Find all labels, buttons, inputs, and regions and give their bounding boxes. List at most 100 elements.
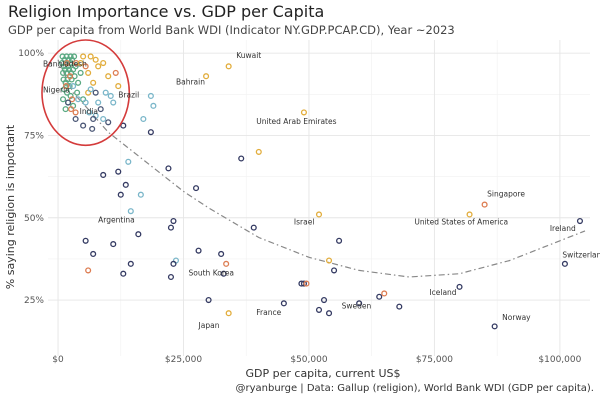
data-point [85,69,92,76]
country-label: Bahrain [176,77,205,86]
country-label: Singapore [487,189,525,198]
data-point [100,171,107,179]
data-point [105,119,112,126]
data-point [127,208,134,215]
data-point [77,69,84,76]
data-point [167,224,175,231]
x-tick-label: $0 [52,355,64,365]
data-point [90,79,97,86]
data-point [110,241,117,248]
data-point [72,115,79,123]
data-point [82,63,89,70]
data-point [74,89,81,96]
data-point [80,53,87,60]
data-point [86,109,93,116]
data-point [100,115,107,123]
data-point [63,83,70,90]
country-label: Kuwait [236,51,261,60]
country-label: Sweden [342,301,372,310]
data-point [203,73,210,80]
data-point [64,59,71,67]
data-point [64,89,71,96]
data-point [112,69,119,76]
data-point [137,191,144,198]
data-point [250,224,257,231]
data-point [195,247,202,254]
data-point [100,59,107,67]
country-label: India [80,107,98,116]
data-point [127,260,134,267]
country-label: Norway [502,313,531,322]
data-point [115,168,122,175]
data-point [72,109,79,116]
data-point [80,122,87,129]
data-point [170,217,177,225]
data-point [68,106,75,113]
country-label: Israel [294,217,315,226]
country-label: United States of America [414,217,508,226]
country-label: Ireland [550,224,576,233]
y-axis-ticks: 25% 50% 75% 100% [18,49,44,306]
y-axis-label: % saying religion is important [4,124,17,289]
data-point [92,56,99,63]
country-label: Japan [198,321,220,330]
data-point [82,99,89,106]
data-point [315,211,323,218]
country-label: Brazil [118,91,139,100]
data-point [220,270,227,277]
data-point [315,306,323,313]
data-point [95,99,102,106]
data-point [117,191,124,198]
data-point [192,185,200,192]
source-caption: @ryanburge | Data: Gallup (religion), Wo… [235,383,595,394]
country-label: United Arab Emirates [256,117,336,126]
data-point [122,181,129,188]
country-label: Nigeria [43,86,70,95]
data-point [320,296,328,304]
data-point [225,63,232,70]
data-point [105,73,112,80]
data-point [67,53,74,60]
data-point [255,148,262,155]
data-point [67,92,74,100]
x-tick-label: $100,000 [538,355,581,365]
highlight-circle [41,39,131,147]
data-point [491,323,498,330]
data-point [107,92,114,100]
data-point [325,310,333,317]
data-point [225,310,232,317]
data-point [147,129,154,136]
data-point [381,290,388,297]
data-point [167,273,175,281]
data-point [92,89,99,96]
data-point [120,270,127,277]
data-point [165,165,172,172]
data-point [70,83,77,90]
country-label: South Korea [189,268,234,277]
data-point [466,211,473,218]
data-point [82,237,89,244]
data-point [303,280,310,287]
data-point [331,267,338,274]
data-point [68,76,75,83]
data-point [481,201,488,208]
data-point [97,106,104,113]
data-point [110,99,117,106]
chart-subtitle: GDP per capita from World Bank WDI (Indi… [8,23,455,37]
trend-line [57,59,586,278]
data-point [300,280,307,287]
country-label: Switzerland [562,250,600,259]
data-point [66,83,73,90]
y-tick-label: 25% [24,296,44,306]
data-point [69,96,76,103]
data-point [561,260,568,267]
data-point [147,92,154,100]
y-tick-label: 100% [18,49,44,59]
data-point [223,260,230,267]
y-tick-label: 50% [24,214,44,224]
data-point [77,59,84,67]
data-point [218,250,225,258]
data-point [60,96,67,103]
data-point [75,96,82,103]
